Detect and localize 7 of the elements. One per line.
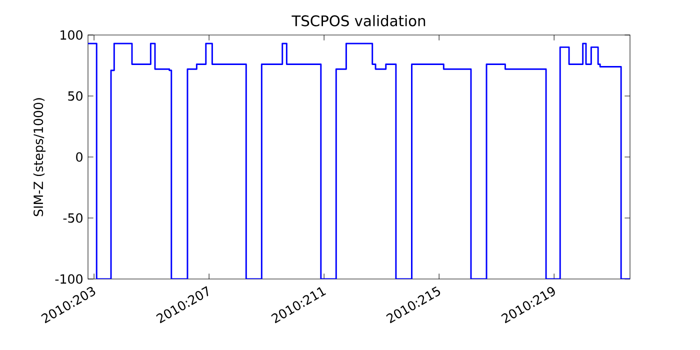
y-axis-title: SIM-Z (steps/1000): [33, 98, 46, 216]
y-tick-label: -100: [55, 274, 82, 284]
y-tick-label: 0: [76, 152, 82, 162]
y-tick-label: 50: [68, 91, 82, 101]
y-tick-label: -50: [63, 213, 82, 223]
y-tick-label: 100: [60, 30, 82, 40]
chart-title: TSCPOS validation: [292, 15, 426, 26]
